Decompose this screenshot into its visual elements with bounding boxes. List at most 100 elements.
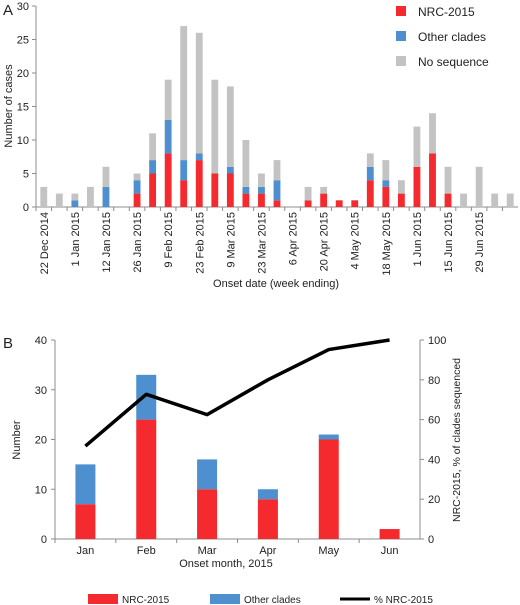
- legend-b-label-line: % NRC-2015: [374, 595, 433, 605]
- bar-no-sequence: [382, 160, 390, 181]
- bar-no-sequence: [491, 193, 499, 207]
- bar-no-sequence: [320, 186, 328, 194]
- bar-other-clades: [382, 180, 390, 187]
- bar-nrc: [133, 193, 141, 207]
- panel-a-axes: 0 5 10 15 20 25 30: [17, 1, 518, 214]
- panel-b-y-tick-label: 40: [35, 335, 47, 347]
- bar-nrc: [149, 173, 157, 207]
- bar-other-clades: [366, 166, 374, 181]
- panel-a-y-tick-label: 0: [23, 202, 29, 214]
- panel-a-x-tick-label: 29 Jun 2015: [474, 212, 486, 273]
- panel-b-y2-tick-label: 60: [428, 415, 440, 427]
- bar-nrc: [320, 193, 328, 207]
- panel-a-x-tick-label: 23 Feb 2015: [194, 212, 206, 274]
- legend-label-nrc: NRC-2015: [418, 5, 475, 19]
- bar-nrc: [382, 186, 390, 207]
- bar-other-clades: [136, 374, 157, 420]
- bar-nrc: [257, 499, 278, 539]
- bar-nrc: [444, 193, 452, 207]
- bar-no-sequence: [413, 126, 421, 167]
- legend-b-swatch-nrc: [88, 594, 118, 604]
- panel-a-label: A: [3, 2, 13, 19]
- bar-nrc: [429, 153, 436, 207]
- bar-other-clades: [102, 186, 110, 207]
- legend-b-swatch-other: [210, 594, 240, 604]
- bar-nrc: [397, 193, 405, 207]
- bar-nrc: [211, 173, 219, 207]
- legend-swatch-noseq: [396, 56, 406, 66]
- panel-b-y-tick-label: 30: [35, 385, 47, 397]
- panel-b-x-tick-label: Feb: [137, 545, 156, 557]
- bar-no-sequence: [55, 193, 63, 207]
- panel-b-y2-tick-label: 100: [428, 335, 446, 347]
- bar-nrc: [366, 180, 374, 207]
- bar-no-sequence: [102, 166, 110, 187]
- bar-other-clades: [197, 459, 218, 490]
- panel-a-x-tick-label: 9 Feb 2015: [163, 212, 175, 268]
- bar-other-clades: [149, 160, 157, 174]
- bar-nrc: [164, 153, 172, 207]
- panel-a-x-tick-label: 18 May 2015: [381, 212, 393, 276]
- panel-b-y-tick-label: 10: [35, 484, 47, 496]
- panel-a-x-tick-label: 4 May 2015: [350, 212, 362, 269]
- panel-b-xlabel: Onset month, 2015: [179, 558, 273, 570]
- bar-other-clades: [242, 186, 250, 194]
- panel-b-label: B: [3, 335, 13, 352]
- bar-other-clades: [226, 166, 234, 174]
- panel-a-x-tick-label: 22 Dec 2014: [39, 212, 51, 274]
- bar-nrc: [136, 419, 157, 539]
- bar-no-sequence: [444, 166, 452, 194]
- legend-b-label-other: Other clades: [244, 595, 301, 605]
- panel-a-x-tick-label: 1 Jan 2015: [70, 212, 82, 266]
- panel-a-x-tick-label: 9 Mar 2015: [225, 212, 237, 268]
- bar-no-sequence: [273, 160, 281, 181]
- panel-a-x-tick-label: 20 Apr 2015: [319, 212, 331, 271]
- bar-other-clades: [258, 186, 265, 194]
- panel-a-xlabel: Onset date (week ending): [213, 278, 339, 290]
- bar-nrc: [242, 193, 250, 207]
- panel-b-bars: [75, 374, 400, 539]
- panel-b-y2-tick-label: 20: [428, 494, 440, 506]
- bar-nrc: [318, 439, 339, 539]
- bar-no-sequence: [506, 193, 514, 207]
- panel-a-x-tick-label: 1 Jun 2015: [412, 212, 424, 266]
- bar-no-sequence: [429, 113, 436, 154]
- panel-b-x-tick-label: May: [318, 545, 339, 557]
- panel-a-x-tick-label: 26 Jan 2015: [132, 212, 144, 273]
- panel-b-y-tick-label: 20: [35, 435, 47, 447]
- panel-b-y2label: NRC-2015, % of clades sequenced: [451, 358, 463, 522]
- bar-other-clades: [164, 119, 172, 154]
- panel-a-y-tick-label: 10: [17, 135, 29, 147]
- bar-no-sequence: [211, 79, 219, 174]
- bar-nrc: [379, 529, 400, 539]
- panel-b-y2-tick-label: 0: [428, 534, 434, 546]
- bar-no-sequence: [226, 86, 234, 167]
- bar-no-sequence: [195, 32, 203, 154]
- bar-nrc: [273, 200, 281, 207]
- panel-b-axes: 0 10 20 30 40 0 20 40 60 80 100 Jan Feb Mar Apr May Jun: [35, 335, 447, 557]
- bar-no-sequence: [164, 79, 172, 120]
- panel-b-x-tick-label: Mar: [198, 545, 217, 557]
- legend-label-noseq: No sequence: [418, 55, 489, 69]
- panel-b-x-tick-label: Jun: [381, 545, 399, 557]
- bar-nrc: [351, 200, 359, 207]
- panel-b-line: [84, 338, 390, 448]
- panel-b-x-tick-label: Jan: [77, 545, 95, 557]
- bar-nrc: [75, 504, 96, 539]
- bar-no-sequence: [86, 186, 94, 207]
- bar-other-clades: [257, 489, 278, 500]
- panel-b-y2-tick-label: 40: [428, 454, 440, 466]
- panel-a-x-tick-labels: 22 Dec 2014 1 Jan 2015 12 Jan 2015 26 Jan 2…: [39, 212, 486, 276]
- bar-no-sequence: [475, 166, 483, 207]
- panel-b-y2-tick-label: 80: [428, 375, 440, 387]
- panel-a-y-tick-label: 30: [17, 1, 29, 13]
- legend-label-other: Other clades: [418, 30, 486, 44]
- bar-nrc: [335, 200, 343, 207]
- bar-no-sequence: [242, 140, 250, 187]
- bar-nrc: [195, 160, 203, 207]
- bar-other-clades: [180, 160, 188, 181]
- panel-b-x-tick-label: Apr: [259, 545, 276, 557]
- panel-a-y-tick-label: 25: [17, 35, 29, 47]
- panel-b-ylabel: Number: [11, 420, 23, 459]
